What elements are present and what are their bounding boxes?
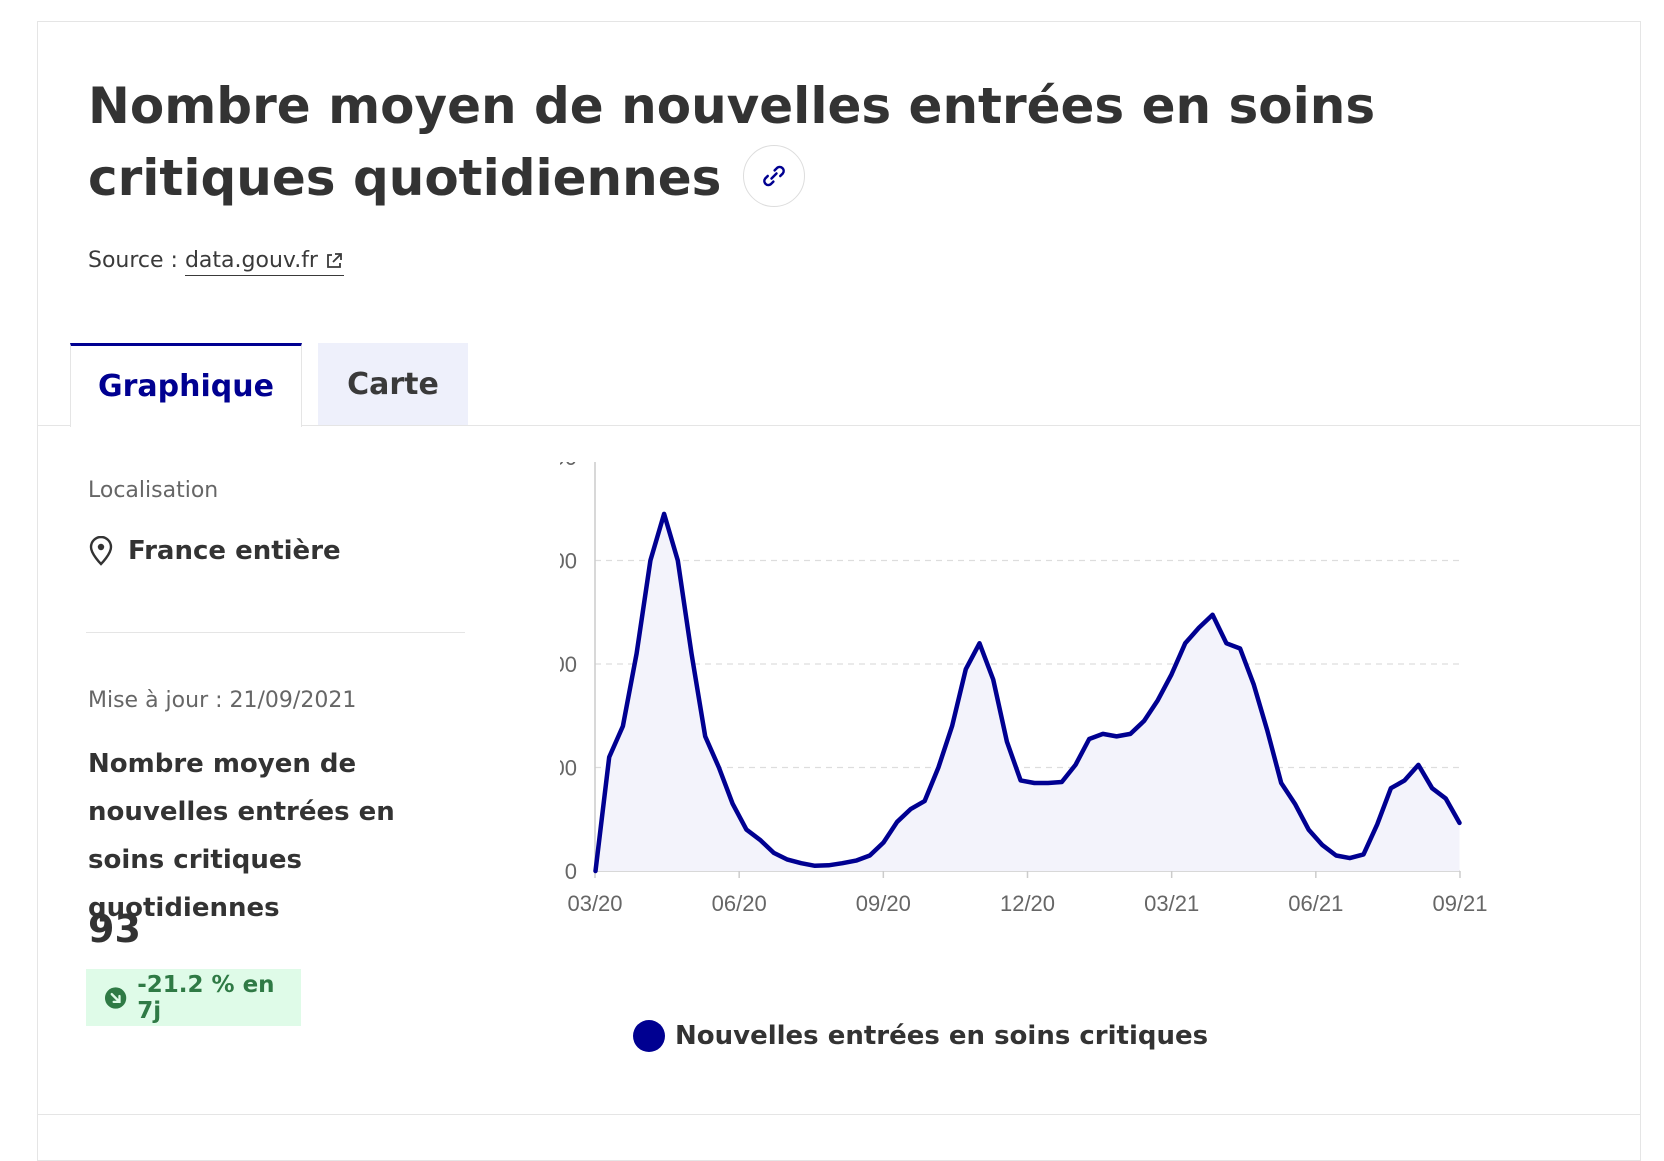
tab-carte[interactable]: Carte	[318, 343, 468, 425]
series-area	[595, 513, 1460, 871]
series-line	[593, 511, 1462, 874]
map-pin-icon	[89, 536, 113, 566]
legend-swatch	[633, 1020, 665, 1052]
chart-legend: Nouvelles entrées en soins critiques	[633, 1020, 1208, 1052]
sidebar-divider	[86, 632, 465, 633]
trend-badge: -21.2 % en 7j	[86, 969, 301, 1026]
x-tick-label: 12/20	[1000, 891, 1055, 916]
location-selector[interactable]: France entière	[88, 536, 341, 566]
trend-text: -21.2 % en 7j	[137, 971, 275, 1024]
tabs-divider	[37, 425, 1641, 426]
y-tick-label: 200	[560, 756, 577, 781]
line-chart: 0 200 400 600 800 03/20 06/20 09/20 12/20 03/21 06…	[560, 462, 1488, 916]
page-title: Nombre moyen de nouvelles entrées en soi…	[88, 70, 1608, 214]
update-date: Mise à jour : 21/09/2021	[88, 688, 357, 713]
y-tick-label: 600	[560, 549, 577, 574]
legend-label: Nouvelles entrées en soins critiques	[675, 1021, 1209, 1051]
location-value: France entière	[128, 536, 341, 566]
tab-graphique-label: Graphique	[98, 369, 274, 404]
y-tick-label: 800	[560, 462, 577, 470]
page-title-text: Nombre moyen de nouvelles entrées en soi…	[88, 77, 1376, 207]
x-tick-label: 06/21	[1288, 891, 1343, 916]
kpi-value: 93	[88, 907, 141, 951]
source-link[interactable]: data.gouv.fr	[184, 248, 344, 276]
indicator-card	[37, 21, 1641, 1161]
x-tick-label: 03/20	[567, 891, 622, 916]
copy-link-button[interactable]	[743, 144, 806, 207]
y-tick-label: 400	[560, 652, 577, 677]
card-bottom-divider	[37, 1114, 1641, 1115]
link-icon	[763, 165, 786, 186]
source-label: Source :	[88, 248, 178, 273]
kpi-title: Nombre moyen de nouvelles entrées en soi…	[88, 749, 395, 923]
x-tick-label: 09/21	[1432, 891, 1487, 916]
x-tick-label: 06/20	[712, 891, 767, 916]
source-line: Source : data.gouv.fr	[88, 248, 344, 276]
arrow-down-right-icon	[104, 986, 127, 1009]
x-tick-label: 03/21	[1144, 891, 1199, 916]
tab-carte-label: Carte	[347, 366, 439, 402]
external-link-icon	[327, 253, 342, 268]
y-tick-label: 0	[565, 859, 577, 884]
location-label: Localisation	[88, 478, 219, 503]
source-link-text: data.gouv.fr	[184, 248, 318, 273]
tab-graphique[interactable]: Graphique	[70, 343, 302, 427]
x-tick-label: 09/20	[856, 891, 911, 916]
